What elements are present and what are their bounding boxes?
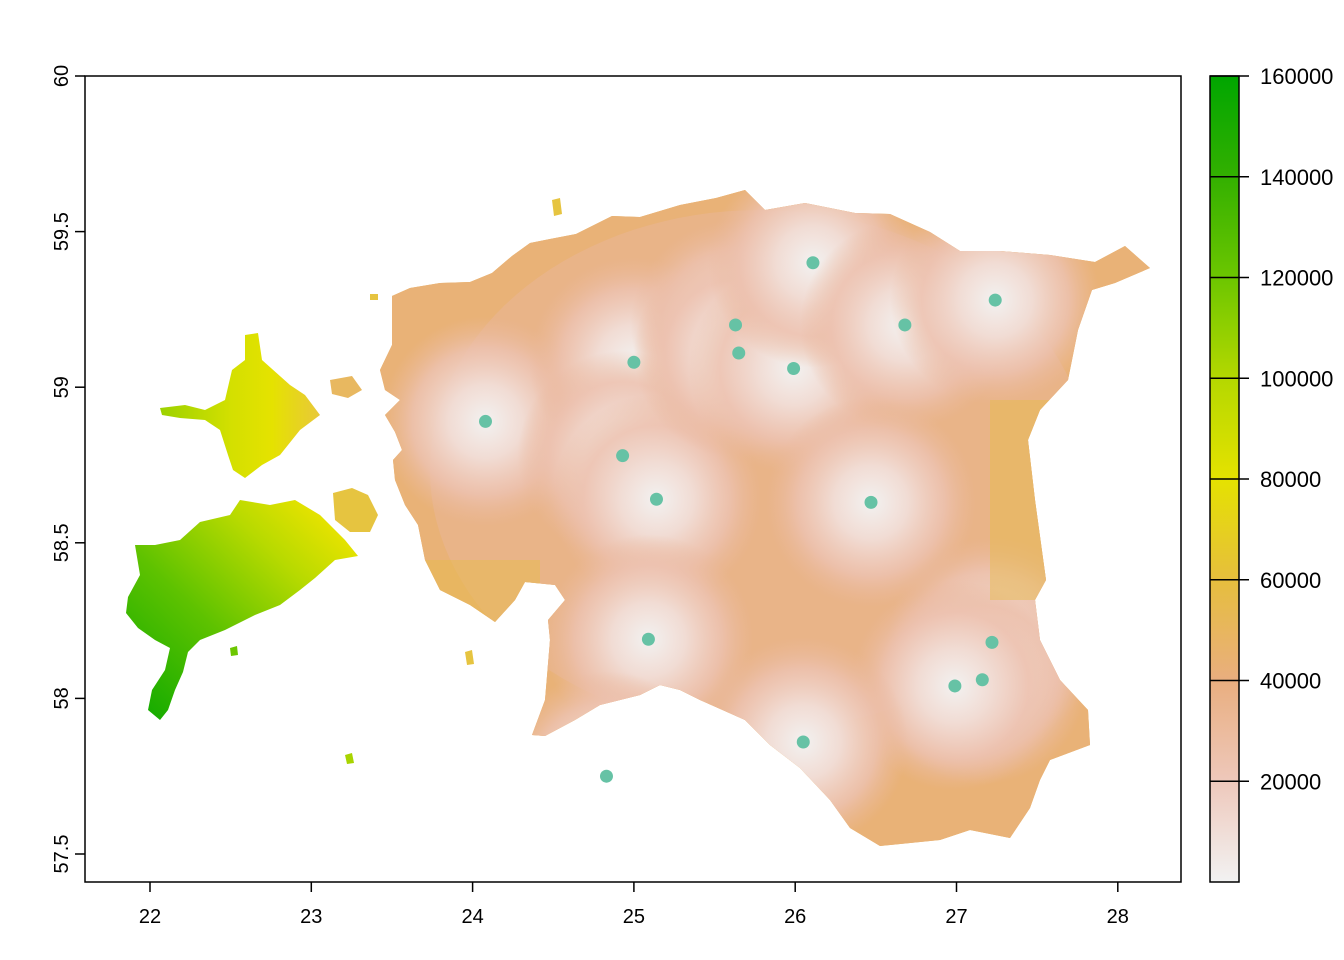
legend-tick-label: 20000	[1260, 769, 1321, 794]
legend-tick-label: 80000	[1260, 467, 1321, 492]
islet-3	[230, 646, 238, 656]
legend-tick-label: 40000	[1260, 669, 1321, 694]
x-tick-label: 27	[945, 906, 967, 928]
islet-1	[465, 650, 474, 665]
muhu-island	[333, 488, 378, 532]
y-tick-label: 57.5	[51, 835, 73, 874]
point-layer	[479, 256, 1002, 783]
islet-5	[370, 294, 378, 300]
sample-point	[988, 293, 1002, 307]
sample-point	[479, 414, 493, 428]
x-tick-label: 26	[784, 906, 806, 928]
legend-tick-label: 100000	[1260, 366, 1333, 391]
y-tick-label: 60	[51, 65, 73, 87]
sample-point	[729, 318, 743, 332]
color-legend: 20000 40000 60000 80000 100000 120000 140000 16…	[1209, 64, 1333, 883]
legend-tick-label: 120000	[1260, 266, 1333, 291]
vormsi-island	[330, 376, 362, 398]
sample-point	[732, 346, 746, 360]
legend-tick-label: 140000	[1260, 165, 1333, 190]
y-axis: 57.5 58 58.5 59 59.5 60	[51, 65, 85, 874]
y-tick-label: 59	[51, 376, 73, 398]
sample-point	[806, 256, 820, 270]
sample-point	[948, 679, 962, 693]
sample-point	[787, 362, 801, 376]
x-tick-label: 24	[461, 906, 483, 928]
x-tick-label: 23	[300, 906, 322, 928]
sample-point	[599, 769, 613, 783]
saaremaa-island	[126, 500, 358, 720]
sample-point	[864, 495, 878, 509]
sample-point	[796, 735, 810, 749]
sample-point	[649, 492, 663, 506]
y-tick-label: 58	[51, 687, 73, 709]
x-tick-label: 22	[139, 906, 161, 928]
plot-frame	[84, 75, 1182, 883]
y-tick-label: 59.5	[51, 212, 73, 251]
x-tick-label: 28	[1107, 906, 1129, 928]
land-raster	[126, 190, 1150, 846]
islet-4	[552, 198, 562, 216]
sample-point	[627, 355, 641, 369]
islet-2	[345, 753, 354, 764]
x-axis: 22 23 24 25 26 27 28	[139, 882, 1129, 928]
hiiumaa-island	[160, 333, 320, 478]
sample-point	[975, 673, 989, 687]
legend-tick-label: 60000	[1260, 568, 1321, 593]
x-tick-label: 25	[623, 906, 645, 928]
sample-point	[641, 632, 655, 646]
legend-tick-label: 160000	[1260, 64, 1333, 89]
sample-point	[985, 635, 999, 649]
sample-point	[898, 318, 912, 332]
y-tick-label: 58.5	[51, 523, 73, 562]
sample-point	[616, 449, 630, 463]
